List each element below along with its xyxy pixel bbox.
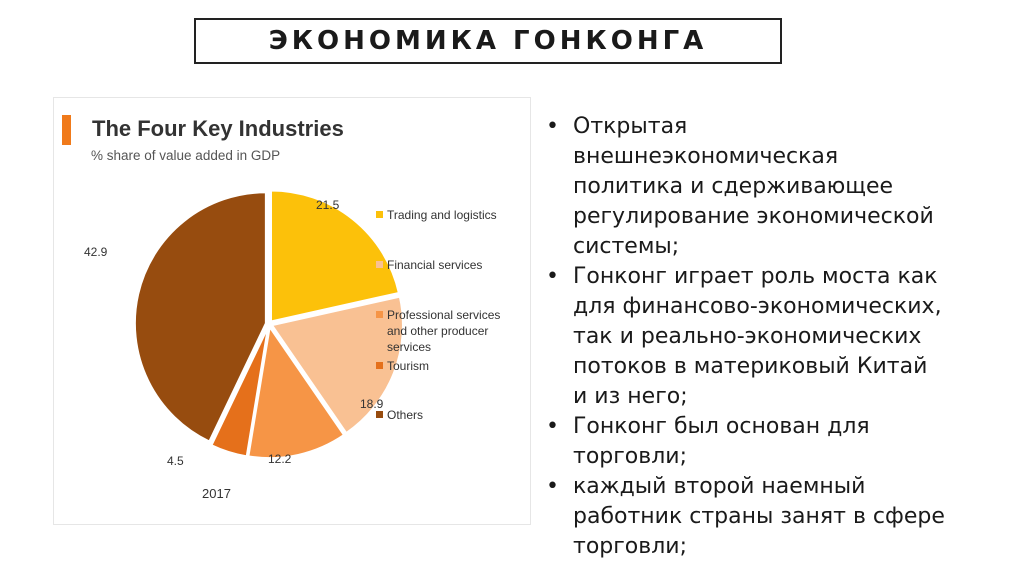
chart-year-label: 2017 [202, 486, 231, 501]
legend-label: Tourism [387, 359, 429, 373]
slice-value-label: 42.9 [84, 245, 108, 259]
slide-title-box: ЭКОНОМИКА ГОНКОНГА [194, 18, 782, 64]
slice-value-label: 18.9 [360, 397, 384, 411]
legend-label: and other producer [387, 324, 488, 338]
legend-swatch [376, 311, 383, 318]
bullet-line: и из него; [573, 384, 688, 409]
legend-swatch [376, 411, 383, 418]
pie-slice [210, 326, 270, 458]
bullet-item: каждый второй наемный работник страны зан… [546, 472, 1016, 562]
legend-swatch [376, 362, 383, 369]
bullet-line: Открытая [573, 114, 688, 139]
slice-value-label: 12.2 [268, 452, 292, 466]
bullet-line: системы; [573, 234, 680, 259]
slide-title: ЭКОНОМИКА ГОНКОНГА [268, 26, 708, 56]
bullet-line: для финансово-экономических, [573, 294, 942, 319]
title-accent-bar [62, 115, 71, 145]
bullet-line: торговли; [573, 534, 687, 559]
chart-subtitle: % share of value added in GDP [91, 148, 281, 163]
chart-title: The Four Key Industries [92, 116, 344, 141]
pie-chart: 21.5 18.9 12.2 4.5 42.9 Trading and logistics… [84, 189, 500, 501]
bullet-line: Гонконг был основан для [573, 414, 870, 439]
bullet-line: политика и сдерживающее [573, 174, 894, 199]
bullet-item: Гонконг был основан для торговли; [546, 412, 1016, 472]
legend-label: Trading and logistics [387, 208, 497, 222]
pie-slice [133, 191, 267, 443]
bullet-line: регулирование экономической [573, 204, 934, 229]
legend-label: Others [387, 408, 423, 422]
bullet-item: Гонконг играет роль моста как для финансо… [546, 262, 1016, 412]
bullet-list: Открытая внешнеэкономическая политика и сд… [546, 112, 1016, 562]
legend-label: services [387, 340, 431, 354]
legend-label: Professional services [387, 308, 500, 322]
slice-value-label: 21.5 [316, 198, 340, 212]
legend-swatch [376, 261, 383, 268]
bullet-line: внешнеэкономическая [573, 144, 839, 169]
bullet-line: потоков в материковый Китай [573, 354, 928, 379]
pie-slice [270, 295, 404, 435]
slice-value-label: 4.5 [167, 454, 184, 468]
pie-slice [247, 324, 346, 460]
legend-swatch [376, 211, 383, 218]
bullet-line: торговли; [573, 444, 687, 469]
bullet-line: работник страны занят в сфере [573, 504, 945, 529]
bullet-item: Открытая внешнеэкономическая политика и сд… [546, 112, 1016, 262]
bullet-line: Гонконг играет роль моста как [573, 264, 938, 289]
bullet-line: каждый второй наемный [573, 474, 866, 499]
pie-slice [270, 189, 401, 323]
bullet-line: так и реально-экономических [573, 324, 922, 349]
legend-label: Financial services [387, 258, 482, 272]
chart-panel: The Four Key Industries % share of value… [54, 98, 530, 524]
